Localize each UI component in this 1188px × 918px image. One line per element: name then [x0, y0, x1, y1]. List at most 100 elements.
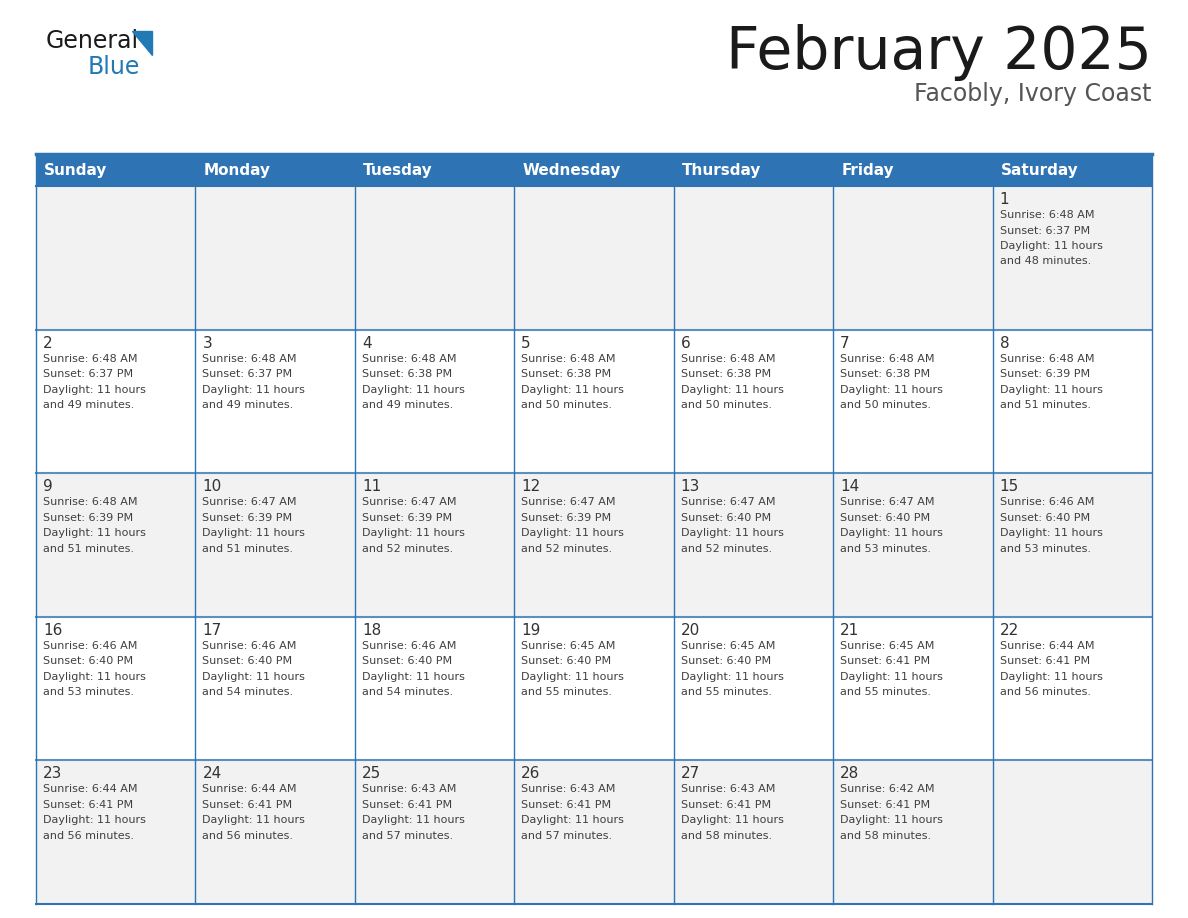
- Text: Sunset: 6:37 PM: Sunset: 6:37 PM: [43, 369, 133, 379]
- Text: Daylight: 11 hours: Daylight: 11 hours: [43, 815, 146, 825]
- Text: and 52 minutes.: and 52 minutes.: [522, 543, 612, 554]
- Text: Sunrise: 6:46 AM: Sunrise: 6:46 AM: [43, 641, 138, 651]
- Text: Daylight: 11 hours: Daylight: 11 hours: [999, 528, 1102, 538]
- Text: Sunset: 6:37 PM: Sunset: 6:37 PM: [999, 226, 1089, 236]
- Text: Daylight: 11 hours: Daylight: 11 hours: [999, 672, 1102, 682]
- Text: Sunrise: 6:45 AM: Sunrise: 6:45 AM: [522, 641, 615, 651]
- Text: Sunrise: 6:48 AM: Sunrise: 6:48 AM: [999, 353, 1094, 364]
- Text: and 57 minutes.: and 57 minutes.: [522, 831, 612, 841]
- Text: Sunrise: 6:44 AM: Sunrise: 6:44 AM: [999, 641, 1094, 651]
- Text: 17: 17: [202, 622, 222, 638]
- Text: Sunset: 6:41 PM: Sunset: 6:41 PM: [43, 800, 133, 810]
- Text: Daylight: 11 hours: Daylight: 11 hours: [522, 815, 624, 825]
- Bar: [36, 760, 1152, 904]
- Text: and 50 minutes.: and 50 minutes.: [522, 400, 612, 410]
- Text: Daylight: 11 hours: Daylight: 11 hours: [840, 528, 943, 538]
- Text: Sunset: 6:41 PM: Sunset: 6:41 PM: [362, 800, 451, 810]
- Text: Daylight: 11 hours: Daylight: 11 hours: [43, 528, 146, 538]
- Text: Sunrise: 6:48 AM: Sunrise: 6:48 AM: [522, 353, 615, 364]
- Text: Daylight: 11 hours: Daylight: 11 hours: [202, 528, 305, 538]
- Bar: [36, 186, 1152, 330]
- Text: Sunrise: 6:46 AM: Sunrise: 6:46 AM: [999, 498, 1094, 508]
- Text: Friday: Friday: [841, 162, 893, 177]
- Text: Thursday: Thursday: [682, 162, 762, 177]
- Text: and 54 minutes.: and 54 minutes.: [362, 688, 453, 698]
- Text: Blue: Blue: [88, 55, 140, 79]
- Text: Wednesday: Wednesday: [523, 162, 620, 177]
- Text: Sunset: 6:40 PM: Sunset: 6:40 PM: [202, 656, 292, 666]
- Text: and 55 minutes.: and 55 minutes.: [522, 688, 612, 698]
- Text: Sunset: 6:39 PM: Sunset: 6:39 PM: [999, 369, 1089, 379]
- Text: 10: 10: [202, 479, 222, 494]
- Text: 26: 26: [522, 767, 541, 781]
- Text: Sunset: 6:40 PM: Sunset: 6:40 PM: [840, 512, 930, 522]
- Text: General: General: [46, 29, 139, 53]
- Text: Sunrise: 6:48 AM: Sunrise: 6:48 AM: [681, 353, 776, 364]
- Text: Sunset: 6:39 PM: Sunset: 6:39 PM: [43, 512, 133, 522]
- Text: Daylight: 11 hours: Daylight: 11 hours: [362, 385, 465, 395]
- Text: and 49 minutes.: and 49 minutes.: [362, 400, 453, 410]
- Bar: [36, 473, 1152, 617]
- Text: Sunrise: 6:45 AM: Sunrise: 6:45 AM: [681, 641, 775, 651]
- Text: and 52 minutes.: and 52 minutes.: [681, 543, 772, 554]
- Text: Daylight: 11 hours: Daylight: 11 hours: [999, 385, 1102, 395]
- Text: Sunset: 6:41 PM: Sunset: 6:41 PM: [999, 656, 1089, 666]
- Text: and 48 minutes.: and 48 minutes.: [999, 256, 1091, 266]
- Text: Sunrise: 6:43 AM: Sunrise: 6:43 AM: [362, 784, 456, 794]
- Text: 14: 14: [840, 479, 859, 494]
- Text: Sunrise: 6:48 AM: Sunrise: 6:48 AM: [362, 353, 456, 364]
- Text: Daylight: 11 hours: Daylight: 11 hours: [522, 672, 624, 682]
- Text: 7: 7: [840, 336, 849, 351]
- Text: and 55 minutes.: and 55 minutes.: [840, 688, 931, 698]
- Text: 12: 12: [522, 479, 541, 494]
- Text: Sunrise: 6:46 AM: Sunrise: 6:46 AM: [202, 641, 297, 651]
- Text: and 56 minutes.: and 56 minutes.: [43, 831, 134, 841]
- Text: and 49 minutes.: and 49 minutes.: [202, 400, 293, 410]
- Text: and 53 minutes.: and 53 minutes.: [840, 543, 931, 554]
- Text: and 56 minutes.: and 56 minutes.: [999, 688, 1091, 698]
- Text: and 52 minutes.: and 52 minutes.: [362, 543, 453, 554]
- Text: Sunset: 6:39 PM: Sunset: 6:39 PM: [202, 512, 292, 522]
- Text: Sunrise: 6:42 AM: Sunrise: 6:42 AM: [840, 784, 935, 794]
- Text: 13: 13: [681, 479, 700, 494]
- Text: Sunrise: 6:47 AM: Sunrise: 6:47 AM: [840, 498, 935, 508]
- Text: Sunrise: 6:44 AM: Sunrise: 6:44 AM: [43, 784, 138, 794]
- Text: Sunrise: 6:48 AM: Sunrise: 6:48 AM: [202, 353, 297, 364]
- Text: Daylight: 11 hours: Daylight: 11 hours: [840, 815, 943, 825]
- Text: Daylight: 11 hours: Daylight: 11 hours: [681, 528, 784, 538]
- Text: Sunset: 6:37 PM: Sunset: 6:37 PM: [202, 369, 292, 379]
- Text: Sunset: 6:41 PM: Sunset: 6:41 PM: [840, 656, 930, 666]
- Text: 20: 20: [681, 622, 700, 638]
- Text: February 2025: February 2025: [726, 24, 1152, 81]
- Text: Daylight: 11 hours: Daylight: 11 hours: [840, 385, 943, 395]
- Text: 15: 15: [999, 479, 1019, 494]
- Text: Daylight: 11 hours: Daylight: 11 hours: [43, 385, 146, 395]
- Text: Sunset: 6:41 PM: Sunset: 6:41 PM: [202, 800, 292, 810]
- Text: 6: 6: [681, 336, 690, 351]
- Text: Daylight: 11 hours: Daylight: 11 hours: [681, 385, 784, 395]
- Text: Daylight: 11 hours: Daylight: 11 hours: [202, 672, 305, 682]
- Text: 11: 11: [362, 479, 381, 494]
- Text: Sunset: 6:40 PM: Sunset: 6:40 PM: [681, 656, 771, 666]
- Text: 5: 5: [522, 336, 531, 351]
- Bar: [36, 617, 1152, 760]
- Text: Sunrise: 6:47 AM: Sunrise: 6:47 AM: [681, 498, 776, 508]
- Text: and 53 minutes.: and 53 minutes.: [999, 543, 1091, 554]
- Text: Sunset: 6:41 PM: Sunset: 6:41 PM: [840, 800, 930, 810]
- Text: 22: 22: [999, 622, 1019, 638]
- Text: 4: 4: [362, 336, 372, 351]
- Text: Daylight: 11 hours: Daylight: 11 hours: [43, 672, 146, 682]
- Text: 8: 8: [999, 336, 1009, 351]
- Text: 1: 1: [999, 192, 1009, 207]
- Text: Sunrise: 6:47 AM: Sunrise: 6:47 AM: [522, 498, 615, 508]
- Text: Sunset: 6:38 PM: Sunset: 6:38 PM: [681, 369, 771, 379]
- Text: Sunrise: 6:47 AM: Sunrise: 6:47 AM: [202, 498, 297, 508]
- Text: 21: 21: [840, 622, 859, 638]
- Bar: [36, 154, 1152, 186]
- Text: Sunset: 6:38 PM: Sunset: 6:38 PM: [522, 369, 612, 379]
- Text: Sunrise: 6:46 AM: Sunrise: 6:46 AM: [362, 641, 456, 651]
- Text: Sunset: 6:40 PM: Sunset: 6:40 PM: [362, 656, 451, 666]
- Text: Daylight: 11 hours: Daylight: 11 hours: [681, 815, 784, 825]
- Text: Sunset: 6:38 PM: Sunset: 6:38 PM: [362, 369, 451, 379]
- Text: 16: 16: [43, 622, 63, 638]
